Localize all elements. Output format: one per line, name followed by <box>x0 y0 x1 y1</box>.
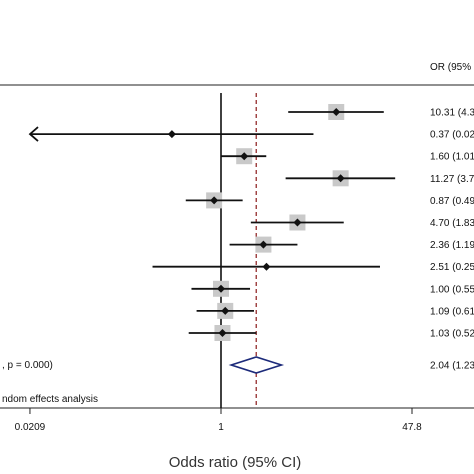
study-or-label: 0.37 (0.02 <box>430 130 474 141</box>
x-axis-title: Odds ratio (95% CI) <box>169 454 302 471</box>
study-point-estimate <box>336 174 345 183</box>
study-or-label: 1.03 (0.52 <box>430 329 474 340</box>
study-or-label: 1.09 (0.61 <box>430 306 474 317</box>
study-or-label: 11.27 (3.7 <box>430 174 474 185</box>
study-or-label: 1.00 (0.55 <box>430 284 474 295</box>
x-tick-label: 47.8 <box>402 422 422 433</box>
study-point-estimate <box>240 152 249 161</box>
study-point-estimate <box>210 196 219 205</box>
study-point-estimate <box>332 108 341 116</box>
pooled-or-label: 2.04 (1.23 <box>430 361 474 372</box>
study-point-estimate <box>218 329 227 337</box>
random-effects-note: ndom effects analysis <box>2 394 98 405</box>
study-or-label: 10.31 (4.3 <box>430 108 474 119</box>
pooled-diamond <box>228 356 285 374</box>
study-point-estimate <box>262 262 271 271</box>
study-point-estimate <box>259 240 268 249</box>
heterogeneity-text: , p = 0.000) <box>2 360 53 371</box>
study-point-estimate <box>293 218 302 227</box>
study-or-label: 2.51 (0.25 <box>430 262 474 273</box>
study-point-estimate <box>221 306 230 315</box>
x-tick-label: 1 <box>218 422 224 433</box>
study-or-label: 0.87 (0.49 <box>430 196 474 207</box>
study-point-estimate <box>217 284 225 293</box>
study-or-label: 1.60 (1.01 <box>430 152 474 163</box>
study-or-label: 2.36 (1.19 <box>430 240 474 251</box>
ci-truncated-arrow <box>28 126 39 142</box>
plot-marks: 0.0209 1 47.8 10.31 (4.3 0.37 (0.02 1.60 (1.0… <box>15 93 474 433</box>
x-tick-label: 0.0209 <box>15 422 46 433</box>
study-point-estimate <box>167 130 176 139</box>
study-or-label: 4.70 (1.83 <box>430 218 474 229</box>
or-column-header: OR (95% <box>430 62 471 73</box>
